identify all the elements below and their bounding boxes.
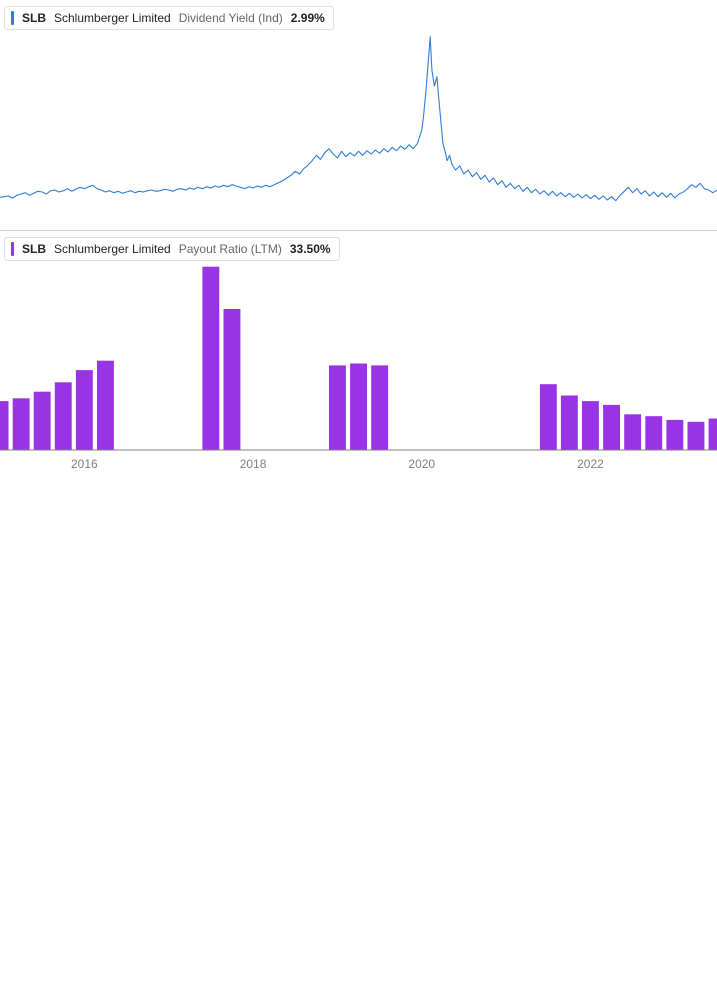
- payout-ratio-bar: [561, 396, 578, 451]
- bar-swatch: [11, 242, 14, 256]
- line-swatch: [11, 11, 14, 25]
- payout-ratio-bar: [371, 365, 388, 450]
- dividend-yield-line: [0, 37, 717, 201]
- metric-value: 2.99%: [291, 10, 325, 26]
- metric-name: Payout Ratio (LTM): [179, 241, 282, 257]
- payout-ratio-bar: [582, 401, 599, 450]
- payout-ratio-bar: [603, 405, 620, 450]
- payout-ratio-bar: [329, 365, 346, 450]
- payout-ratio-bar: [76, 370, 93, 450]
- payout-ratio-bar: [645, 416, 662, 450]
- x-tick-label: 2022: [577, 457, 604, 471]
- payout-ratio-bar: [13, 398, 30, 450]
- line-chart-svg: [0, 30, 717, 230]
- x-axis-ticks: 2016 2018 2020 2022: [0, 451, 717, 475]
- bar-chart-legend: SLB Schlumberger Limited Payout Ratio (L…: [4, 237, 340, 261]
- company-name: Schlumberger Limited: [54, 10, 171, 26]
- ticker-symbol: SLB: [22, 241, 46, 257]
- bar-chart-area[interactable]: [0, 261, 717, 451]
- line-chart-area[interactable]: [0, 30, 717, 230]
- metric-name: Dividend Yield (Ind): [179, 10, 283, 26]
- dividend-yield-panel: SLB Schlumberger Limited Dividend Yield …: [0, 0, 717, 230]
- line-chart-legend: SLB Schlumberger Limited Dividend Yield …: [4, 6, 334, 30]
- payout-ratio-bar: [709, 419, 717, 451]
- payout-ratio-bar: [666, 420, 683, 450]
- payout-ratio-bar: [624, 414, 641, 450]
- payout-ratio-bar: [97, 361, 114, 450]
- payout-ratio-panel: SLB Schlumberger Limited Payout Ratio (L…: [0, 231, 717, 475]
- metric-value: 33.50%: [290, 241, 331, 257]
- x-tick-label: 2020: [408, 457, 435, 471]
- payout-ratio-bar: [350, 364, 367, 451]
- company-name: Schlumberger Limited: [54, 241, 171, 257]
- payout-ratio-bar: [224, 309, 241, 450]
- payout-ratio-bar: [688, 422, 705, 450]
- payout-ratio-bar: [34, 392, 51, 450]
- payout-ratio-bar: [0, 401, 9, 450]
- bar-chart-svg: [0, 261, 717, 451]
- ticker-symbol: SLB: [22, 10, 46, 26]
- x-tick-label: 2018: [240, 457, 267, 471]
- payout-ratio-bar: [202, 267, 219, 450]
- payout-ratio-bar: [540, 384, 557, 450]
- x-tick-label: 2016: [71, 457, 98, 471]
- payout-ratio-bar: [55, 382, 72, 450]
